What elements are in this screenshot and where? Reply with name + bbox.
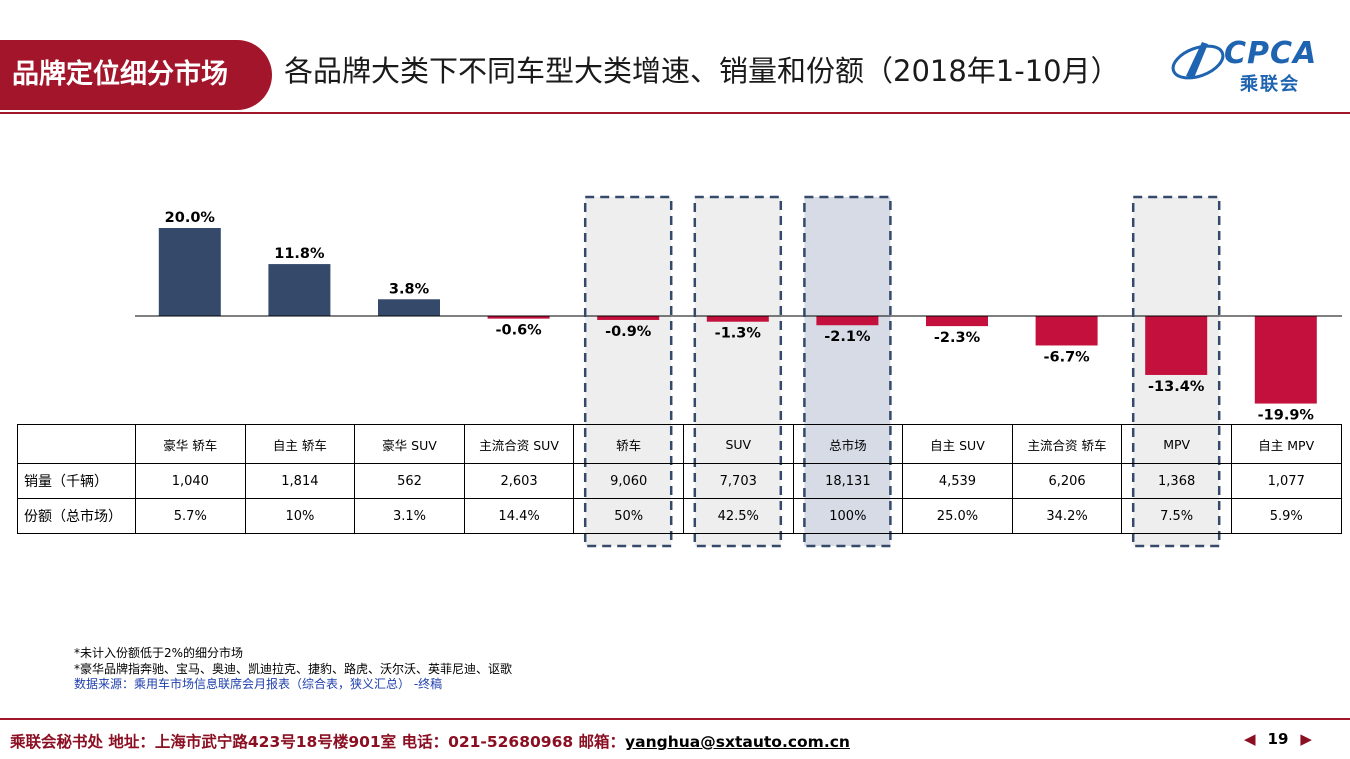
- table-corner-cell: [17, 424, 136, 464]
- table-cell: 7,703: [682, 463, 794, 499]
- data-label: -0.9%: [605, 324, 652, 340]
- highlight-box-border: [1131, 195, 1221, 548]
- data-label: -1.3%: [715, 326, 762, 342]
- next-page-button[interactable]: ▶: [1300, 730, 1312, 748]
- table-cell: 2,603: [463, 463, 575, 499]
- table-cell: 9,060: [573, 463, 684, 499]
- table-cell: 5.7%: [135, 498, 246, 534]
- table-header-cell: MPV: [1121, 424, 1232, 464]
- table-cell: 5.9%: [1230, 498, 1342, 534]
- bar: [158, 228, 221, 316]
- data-label: -6.7%: [1043, 349, 1090, 365]
- table-cell: 1,040: [135, 463, 246, 499]
- bar: [1145, 316, 1208, 375]
- table-cell: 7.5%: [1121, 498, 1232, 534]
- bar: [926, 316, 988, 327]
- data-label: 11.8%: [274, 246, 325, 262]
- cpca-emblem-icon: [1171, 42, 1225, 80]
- table-cell: 1,368: [1121, 463, 1232, 499]
- table-cell: 14.4%: [463, 498, 575, 534]
- table-header-row: 豪华 轿车 自主 轿车 豪华 SUV 主流合资 SUV 轿车 SUV 总市场 自主 SUV 主流…: [17, 424, 1342, 464]
- footer-contact: 乘联会秘书处 地址：上海市武宁路423号18号楼901室 电话：021-5268…: [10, 730, 850, 752]
- highlight-box-border: [803, 195, 892, 548]
- table-cell: 42.5%: [682, 498, 794, 534]
- table-row: 销量（千辆） 1,040 1,814 562 2,603 9,060 7,703 18,131…: [17, 463, 1342, 499]
- highlight-box-border: [693, 195, 783, 548]
- table-header-cell: 自主 MPV: [1230, 424, 1342, 464]
- bar: [268, 264, 331, 316]
- table-row-label: 份额（总市场）: [17, 498, 136, 534]
- bar: [487, 316, 550, 319]
- table-header-cell: 豪华 轿车: [135, 424, 246, 464]
- page-title: 各品牌大类下不同车型大类增速、销量和份额（2018年1-10月）: [284, 54, 1120, 88]
- header-rule: [0, 112, 1350, 114]
- page-number: 19: [1267, 730, 1289, 748]
- table-header-cell: 自主 轿车: [244, 424, 356, 464]
- data-label: 20.0%: [165, 210, 216, 226]
- data-label: -0.6%: [495, 323, 542, 339]
- table-row-label: 销量（千辆）: [17, 463, 136, 499]
- logo-text-en: CPCA: [1224, 36, 1318, 71]
- table-header-cell: 主流合资 SUV: [463, 424, 575, 464]
- table-cell: 3.1%: [354, 498, 465, 534]
- data-source: 数据来源：乘用车市场信息联席会月报表（综合表，狭义汇总） -终稿: [74, 677, 443, 691]
- table-header-cell: 总市场: [792, 424, 904, 464]
- pager: ◀ 19 ▶: [1244, 730, 1312, 748]
- table-cell: 562: [354, 463, 465, 499]
- notes: *未计入份额低于2%的细分市场 *豪华品牌指奔驰、宝马、奥迪、凯迪拉克、捷豹、路…: [74, 646, 512, 693]
- table-header-cell: 豪华 SUV: [354, 424, 465, 464]
- data-label: -2.3%: [934, 330, 981, 346]
- note-line: *未计入份额低于2%的细分市场: [74, 646, 244, 660]
- bar: [706, 316, 769, 322]
- data-label: 3.8%: [389, 281, 430, 297]
- bar: [378, 299, 440, 316]
- table-cell: 4,539: [902, 463, 1013, 499]
- table-header-cell: 主流合资 轿车: [1011, 424, 1123, 464]
- table-header-cell: 轿车: [573, 424, 684, 464]
- highlight-box-border: [583, 195, 673, 548]
- cpca-logo: CPCA 乘联会: [1168, 32, 1343, 95]
- bar: [816, 316, 879, 326]
- prev-page-button[interactable]: ◀: [1244, 730, 1256, 748]
- table-header-cell: SUV: [682, 424, 794, 464]
- table-cell: 1,077: [1230, 463, 1342, 499]
- table-cell: 50%: [573, 498, 684, 534]
- data-label: -19.9%: [1258, 408, 1315, 424]
- logo-text-cn: 乘联会: [1240, 74, 1300, 95]
- bar: [1254, 316, 1317, 404]
- table-cell: 1,814: [244, 463, 356, 499]
- note-line: *豪华品牌指奔驰、宝马、奥迪、凯迪拉克、捷豹、路虎、沃尔沃、英菲尼迪、讴歌: [74, 661, 513, 676]
- footer-email-link[interactable]: yanghua@sxtauto.com.cn: [625, 733, 850, 751]
- footer-rule: [0, 718, 1350, 720]
- bar: [597, 316, 660, 320]
- data-label: -13.4%: [1148, 379, 1205, 395]
- table-cell: 34.2%: [1011, 498, 1123, 534]
- table-cell: 6,206: [1011, 463, 1123, 499]
- table-cell: 25.0%: [902, 498, 1013, 534]
- data-table: 豪华 轿车 自主 轿车 豪华 SUV 主流合资 SUV 轿车 SUV 总市场 自主 SUV 主流…: [17, 424, 1342, 534]
- data-label: -2.1%: [824, 329, 871, 345]
- table-cell: 100%: [792, 498, 904, 534]
- table-row: 份额（总市场） 5.7% 10% 3.1% 14.4% 50% 42.5% 100% 25.0%…: [17, 498, 1342, 534]
- table-cell: 18,131: [792, 463, 904, 499]
- section-tab: 品牌定位细分市场: [0, 40, 272, 110]
- table-header-cell: 自主 SUV: [902, 424, 1013, 464]
- bar: [1035, 316, 1098, 346]
- footer-address: 乘联会秘书处 地址：上海市武宁路423号18号楼901室 电话：021-5268…: [10, 733, 626, 751]
- table-cell: 10%: [244, 498, 356, 534]
